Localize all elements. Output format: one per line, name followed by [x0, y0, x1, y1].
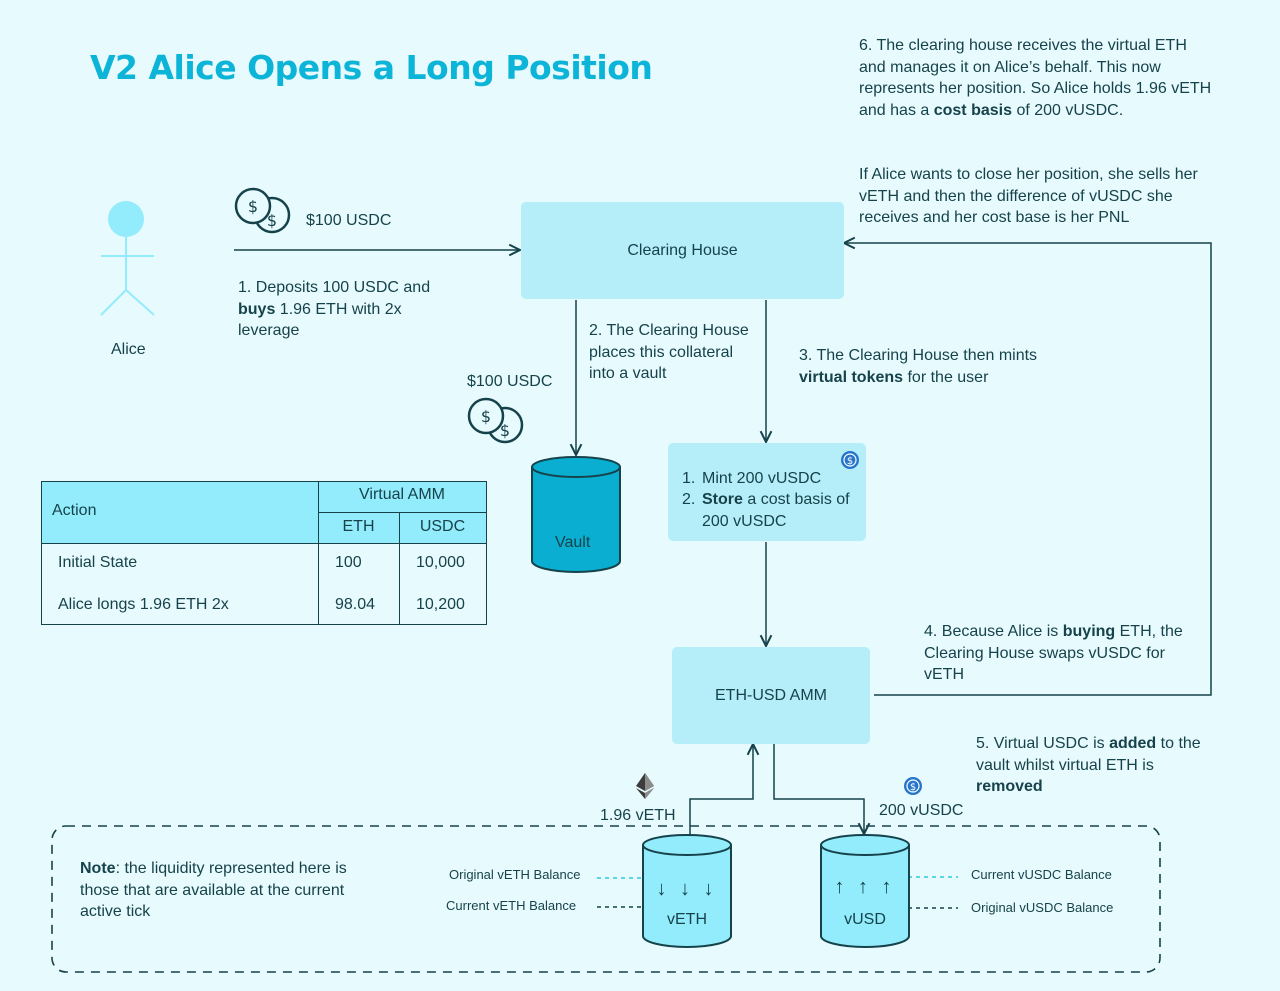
veth-decrease-arrows: ↓ ↓ ↓ — [656, 878, 718, 900]
veth-amount: 1.96 vETH — [600, 807, 676, 824]
row1-usdc: 10,000 — [416, 554, 465, 571]
note-text: Note: the liquidity represented here is … — [80, 860, 347, 920]
usdc-icon: $ — [841, 451, 859, 469]
usdc-icon: $ — [904, 777, 922, 795]
vusdc-current-label: Current vUSDC Balance — [971, 867, 1112, 882]
mint-step2: Store a cost basis of 200 vUSDC — [702, 491, 850, 530]
veth-original-label: Original vETH Balance — [449, 867, 581, 882]
veth-label: vETH — [667, 911, 707, 928]
page-title: V2 Alice Opens a Long Position — [90, 48, 653, 87]
vusd-increase-arrows: ↑ ↑ ↑ — [834, 876, 896, 898]
vault-label: Vault — [555, 534, 591, 551]
step6-pnl-text: If Alice wants to close her position, sh… — [859, 166, 1198, 226]
col-usdc: USDC — [419, 518, 466, 535]
vault-cylinder — [531, 456, 621, 573]
row2-eth: 98.04 — [335, 596, 376, 613]
row1-action: Initial State — [58, 554, 138, 571]
svg-text:$: $ — [847, 456, 853, 467]
clearing-house-box: Clearing House — [521, 202, 844, 299]
virtual-amm-table: Action Virtual AMM ETH USDC Initial Stat… — [41, 481, 487, 625]
alice-label: Alice — [111, 341, 146, 358]
row2-action: Alice longs 1.96 ETH 2x — [58, 596, 229, 613]
mint-box: $ 1. Mint 200 vUSDC 2. Store a cost basi… — [668, 443, 866, 541]
clearing-house-label: Clearing House — [627, 241, 738, 259]
col-action: Action — [52, 502, 97, 519]
row1-eth: 100 — [335, 554, 362, 571]
step4-text: 4. Because Alice is buying ETH, the Clea… — [924, 623, 1183, 683]
svg-text:$: $ — [500, 421, 510, 440]
step5-text: 5. Virtual USDC is added to the vault wh… — [976, 735, 1201, 795]
col-eth: ETH — [342, 518, 375, 535]
eth-usd-amm-box: ETH-USD AMM — [672, 647, 870, 744]
veth-current-label: Current vETH Balance — [446, 898, 577, 913]
row2-usdc: 10,200 — [416, 596, 465, 613]
vusdc-amount: 200 vUSDC — [879, 802, 964, 819]
return-arrow — [844, 243, 1212, 696]
vusd-label: vUSD — [844, 911, 886, 928]
alice-figure-icon — [100, 201, 155, 316]
table-header — [42, 482, 486, 544]
veth-cylinder — [642, 834, 732, 948]
step3-text: 3. The Clearing House then mints virtual… — [799, 347, 1038, 386]
svg-text:$: $ — [267, 211, 277, 230]
liquidity-frame — [51, 825, 1161, 973]
mint-step1: Mint 200 vUSDC — [702, 470, 822, 487]
vusd-cylinder — [820, 834, 910, 948]
ethereum-icon — [636, 773, 654, 799]
amm-label: ETH-USD AMM — [715, 686, 827, 704]
col-virtual-amm: Virtual AMM — [359, 486, 445, 503]
svg-text:$: $ — [248, 197, 258, 216]
vusd-in-arrow — [773, 744, 864, 834]
coins-icon: $ $ — [234, 187, 291, 234]
veth-out-arrow — [689, 744, 753, 835]
step6-text: 6. The clearing house receives the virtu… — [859, 37, 1212, 119]
svg-text:$: $ — [481, 407, 491, 426]
vault-coins-icon: $ $ — [467, 397, 524, 444]
step1-text: 1. Deposits 100 USDC and buys 1.96 ETH w… — [238, 279, 431, 339]
vault-amount: $100 USDC — [467, 373, 553, 390]
step2-text: 2. The Clearing House places this collat… — [589, 322, 749, 382]
vusdc-original-label: Original vUSDC Balance — [971, 900, 1114, 915]
deposit-amount: $100 USDC — [306, 212, 392, 229]
svg-text:$: $ — [910, 782, 916, 793]
